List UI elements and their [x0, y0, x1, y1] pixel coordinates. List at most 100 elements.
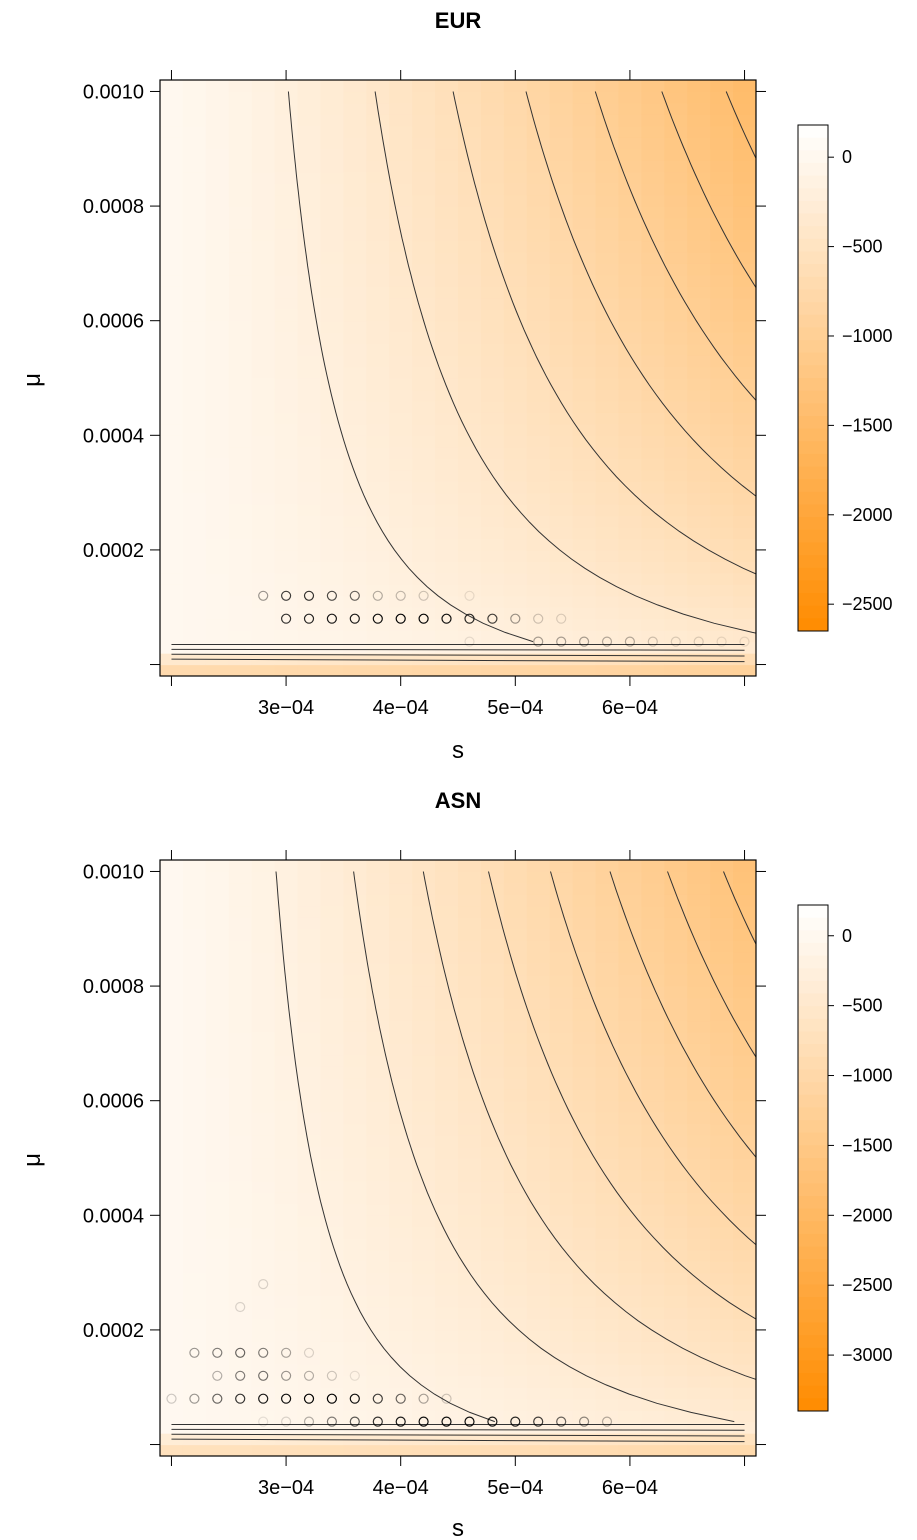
heatmap-cell	[572, 148, 597, 161]
heatmap-cell	[160, 1169, 184, 1182]
heatmap-cell	[182, 1180, 207, 1193]
heatmap-cell	[572, 458, 597, 471]
heatmap-cell	[572, 355, 597, 368]
heatmap-cell	[205, 1180, 230, 1193]
heatmap-cell	[297, 504, 322, 517]
heatmap-cell	[664, 251, 688, 264]
colorbar-band	[798, 340, 828, 354]
heatmap-cell	[526, 940, 551, 953]
heatmap-cell	[412, 446, 436, 459]
heatmap-cell	[435, 1284, 459, 1297]
data-point	[418, 1393, 429, 1404]
heatmap-cell	[572, 538, 597, 551]
contour-line	[667, 871, 756, 1058]
heatmap-cell	[572, 1364, 597, 1377]
heatmap-cell	[205, 194, 230, 207]
heatmap-cell	[480, 515, 505, 528]
heatmap-cell	[182, 928, 207, 941]
heatmap-cell	[435, 1020, 459, 1033]
heatmap-cell	[664, 986, 688, 999]
contour-line	[275, 871, 495, 1423]
heatmap-cell	[320, 963, 344, 976]
heatmap-cell	[480, 1352, 505, 1365]
heatmap-cell	[160, 1031, 184, 1044]
heatmap-cell	[480, 584, 505, 597]
heatmap-cell	[549, 297, 574, 310]
heatmap-cell	[320, 366, 344, 379]
heatmap-cell	[274, 1444, 299, 1456]
heatmap-cell	[572, 974, 597, 987]
heatmap-cell	[595, 1031, 620, 1044]
heatmap-cell	[595, 515, 620, 528]
heatmap-cell	[366, 1307, 390, 1320]
heatmap-cell	[641, 183, 665, 196]
heatmap-cell	[366, 1077, 390, 1090]
heatmap-cell	[412, 860, 436, 873]
heatmap-cell	[710, 538, 734, 551]
heatmap-cell	[343, 194, 367, 207]
heatmap-cell	[664, 343, 688, 356]
heatmap-cell	[389, 446, 413, 459]
heatmap-cell	[389, 469, 413, 482]
heatmap-cell	[595, 1192, 620, 1205]
heatmap-cell	[435, 297, 459, 310]
heatmap-cell	[710, 309, 734, 322]
heatmap-cell	[480, 355, 505, 368]
heatmap-cell	[320, 917, 344, 930]
heatmap-cell	[526, 1066, 551, 1079]
heatmap-cell	[205, 1077, 230, 1090]
heatmap-cell	[412, 263, 436, 276]
data-point	[303, 1370, 315, 1381]
heatmap-cell	[343, 1192, 367, 1205]
heatmap-cell	[480, 1066, 505, 1079]
heatmap-cell	[182, 1364, 207, 1377]
heatmap-cell	[595, 125, 620, 138]
heatmap-cell	[412, 1043, 436, 1056]
heatmap-cell	[710, 137, 734, 150]
heatmap-cell	[618, 171, 642, 184]
heatmap-cell	[205, 1410, 230, 1423]
heatmap-cell	[366, 1158, 390, 1171]
heatmap-cell	[595, 1043, 620, 1056]
heatmap-cell	[458, 860, 482, 873]
heatmap-cell	[618, 607, 642, 620]
heatmap-cell	[572, 963, 597, 976]
heatmap-cell	[160, 1329, 184, 1342]
heatmap-cell	[458, 561, 482, 574]
heatmap-cell	[458, 1329, 482, 1342]
heatmap-cell	[228, 527, 253, 540]
heatmap-cell	[320, 160, 344, 173]
heatmap-cell	[412, 504, 436, 517]
heatmap-cell	[320, 1112, 344, 1125]
y-tick-label: 0.0004	[83, 1205, 144, 1227]
heatmap-cell	[526, 160, 551, 173]
heatmap-cell	[664, 137, 688, 150]
heatmap-cell	[710, 446, 734, 459]
heatmap-cell	[274, 1318, 299, 1331]
heatmap-cell	[480, 641, 505, 654]
heatmap-cell	[458, 343, 482, 356]
heatmap-cell	[182, 1043, 207, 1056]
heatmap-cell	[687, 527, 711, 540]
heatmap-cell	[595, 538, 620, 551]
heatmap-cell	[343, 458, 367, 471]
heatmap-cell	[274, 297, 299, 310]
heatmap-cell	[503, 274, 528, 287]
heatmap-cell	[618, 1020, 642, 1033]
heatmap-cell	[458, 1123, 482, 1136]
heatmap-cell	[228, 137, 253, 150]
heatmap-cell	[687, 630, 711, 643]
heatmap-cell	[458, 1364, 482, 1377]
heatmap-cell	[435, 894, 459, 907]
heatmap-cell	[251, 1261, 276, 1274]
heatmap-cell	[595, 1112, 620, 1125]
colorbar-band	[798, 1107, 828, 1121]
heatmap-cell	[435, 320, 459, 333]
heatmap-cell	[687, 194, 711, 207]
heatmap-cell	[251, 1100, 276, 1113]
heatmap-cell	[297, 894, 322, 907]
heatmap-cell	[228, 251, 253, 264]
heatmap-cell	[205, 274, 230, 287]
heatmap-cell	[526, 1421, 551, 1434]
heatmap-cell	[182, 458, 207, 471]
